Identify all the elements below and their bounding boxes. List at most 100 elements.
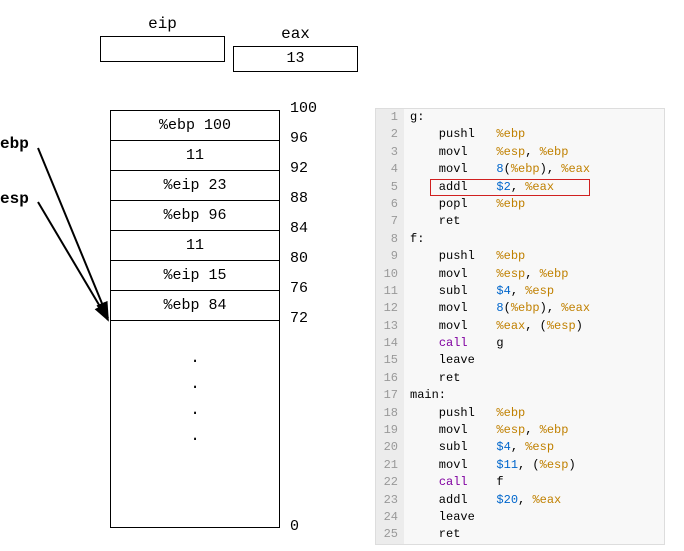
code-line: 4 movl 8(%ebp), %eax xyxy=(376,161,664,178)
code-text: pushl %ebp xyxy=(404,405,664,422)
code-text: addl $2, %eax xyxy=(404,179,664,196)
address-label: 88 xyxy=(290,190,308,207)
code-text: leave xyxy=(404,509,664,526)
line-number: 14 xyxy=(376,335,404,352)
code-line: 20 subl $4, %esp xyxy=(376,439,664,456)
pointer-esp: esp xyxy=(0,190,29,208)
code-line: 17main: xyxy=(376,387,664,404)
code-line: 3 movl %esp, %ebp xyxy=(376,144,664,161)
address-label: 100 xyxy=(290,100,317,117)
code-line: 8f: xyxy=(376,231,664,248)
code-text: movl %esp, %ebp xyxy=(404,266,664,283)
code-text: pushl %ebp xyxy=(404,248,664,265)
pointer-ebp: ebp xyxy=(0,135,29,153)
code-line: 16 ret xyxy=(376,370,664,387)
line-number: 4 xyxy=(376,161,404,178)
line-number: 5 xyxy=(376,179,404,196)
code-text: main: xyxy=(404,387,664,404)
line-number: 12 xyxy=(376,300,404,317)
code-line: 7 ret xyxy=(376,213,664,230)
stack-row: %ebp 96 xyxy=(111,201,279,231)
line-number: 15 xyxy=(376,352,404,369)
line-number: 23 xyxy=(376,492,404,509)
code-text: ret xyxy=(404,370,664,387)
line-number: 7 xyxy=(376,213,404,230)
address-label: 92 xyxy=(290,160,308,177)
stack-ellipsis: .... xyxy=(111,321,279,445)
line-number: 11 xyxy=(376,283,404,300)
line-number: 13 xyxy=(376,318,404,335)
code-line: 13 movl %eax, (%esp) xyxy=(376,318,664,335)
address-label: 72 xyxy=(290,310,308,327)
code-text: ret xyxy=(404,526,664,543)
code-line: 18 pushl %ebp xyxy=(376,405,664,422)
line-number: 16 xyxy=(376,370,404,387)
stack-row: %ebp 84 xyxy=(111,291,279,321)
line-number: 9 xyxy=(376,248,404,265)
code-text: movl 8(%ebp), %eax xyxy=(404,161,664,178)
register-value xyxy=(100,36,225,62)
line-number: 6 xyxy=(376,196,404,213)
code-line: 24 leave xyxy=(376,509,664,526)
register-label: eip xyxy=(100,15,225,33)
code-line: 19 movl %esp, %ebp xyxy=(376,422,664,439)
line-number: 18 xyxy=(376,405,404,422)
register-value: 13 xyxy=(233,46,358,72)
address-label: 80 xyxy=(290,250,308,267)
line-number: 22 xyxy=(376,474,404,491)
code-line: 25 ret xyxy=(376,526,664,543)
code-text: movl $11, (%esp) xyxy=(404,457,664,474)
line-number: 10 xyxy=(376,266,404,283)
stack-diagram: %ebp 10011%eip 23%ebp 9611%eip 15%ebp 84… xyxy=(110,110,280,528)
code-line: 21 movl $11, (%esp) xyxy=(376,457,664,474)
code-line: 11 subl $4, %esp xyxy=(376,283,664,300)
code-text: f: xyxy=(404,231,664,248)
stack-row: 11 xyxy=(111,141,279,171)
line-number: 1 xyxy=(376,109,404,126)
code-text: call f xyxy=(404,474,664,491)
code-text: addl $20, %eax xyxy=(404,492,664,509)
line-number: 25 xyxy=(376,526,404,543)
address-label: 0 xyxy=(290,518,299,535)
code-text: pushl %ebp xyxy=(404,126,664,143)
stack-row: %eip 23 xyxy=(111,171,279,201)
code-line: 23 addl $20, %eax xyxy=(376,492,664,509)
registers-row: eipeax 13 xyxy=(100,15,366,72)
assembly-code-pane: 1g:2 pushl %ebp3 movl %esp, %ebp4 movl 8… xyxy=(375,108,665,545)
code-text: movl 8(%ebp), %eax xyxy=(404,300,664,317)
line-number: 19 xyxy=(376,422,404,439)
code-text: movl %esp, %ebp xyxy=(404,422,664,439)
code-line: 9 pushl %ebp xyxy=(376,248,664,265)
register-label: eax xyxy=(233,25,358,43)
code-line: 10 movl %esp, %ebp xyxy=(376,266,664,283)
code-text: subl $4, %esp xyxy=(404,283,664,300)
register-eip: eip xyxy=(100,15,225,67)
line-number: 20 xyxy=(376,439,404,456)
line-number: 2 xyxy=(376,126,404,143)
address-label: 96 xyxy=(290,130,308,147)
line-number: 17 xyxy=(376,387,404,404)
code-line: 12 movl 8(%ebp), %eax xyxy=(376,300,664,317)
code-line: 2 pushl %ebp xyxy=(376,126,664,143)
code-text: movl %esp, %ebp xyxy=(404,144,664,161)
code-line: 22 call f xyxy=(376,474,664,491)
code-line: 14 call g xyxy=(376,335,664,352)
stack-row: %ebp 100 xyxy=(111,111,279,141)
code-text: movl %eax, (%esp) xyxy=(404,318,664,335)
line-number: 24 xyxy=(376,509,404,526)
stack-row: 11 xyxy=(111,231,279,261)
code-text: ret xyxy=(404,213,664,230)
code-text: subl $4, %esp xyxy=(404,439,664,456)
code-text: call g xyxy=(404,335,664,352)
stack-box: %ebp 10011%eip 23%ebp 9611%eip 15%ebp 84… xyxy=(110,110,280,528)
code-text: popl %ebp xyxy=(404,196,664,213)
stack-row: %eip 15 xyxy=(111,261,279,291)
code-line: 1g: xyxy=(376,109,664,126)
line-number: 21 xyxy=(376,457,404,474)
code-text: leave xyxy=(404,352,664,369)
line-number: 8 xyxy=(376,231,404,248)
address-label: 84 xyxy=(290,220,308,237)
code-line: 6 popl %ebp xyxy=(376,196,664,213)
address-label: 76 xyxy=(290,280,308,297)
code-line: 15 leave xyxy=(376,352,664,369)
